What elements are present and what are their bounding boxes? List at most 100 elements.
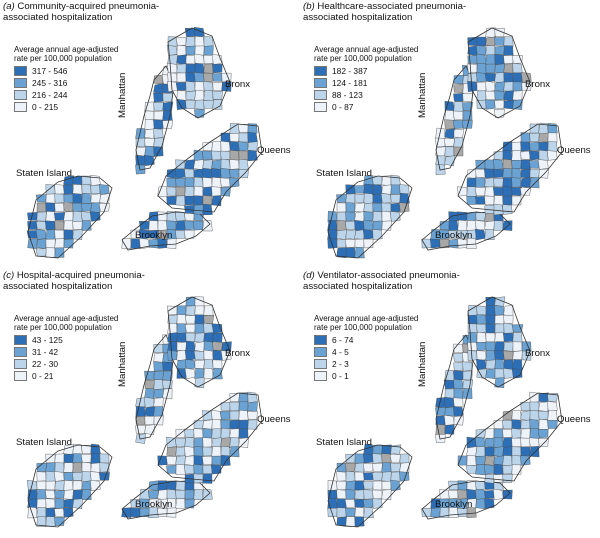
area-polygon — [547, 141, 558, 152]
area-polygon — [176, 45, 187, 56]
area-polygon — [45, 184, 56, 195]
area-polygon — [336, 247, 347, 259]
area-polygon — [220, 427, 231, 440]
area-polygon — [54, 220, 65, 231]
area-polygon — [520, 437, 531, 448]
area-polygon — [36, 471, 47, 482]
legend-item: 317 - 546 — [14, 65, 118, 77]
borough-outline — [27, 444, 113, 528]
area-polygon — [511, 464, 522, 475]
panel-d: (d) Ventilator-associated pneumonia- ass… — [300, 269, 600, 538]
area-polygon — [372, 489, 383, 500]
area-polygon — [54, 498, 65, 509]
area-polygon — [511, 167, 522, 180]
area-polygon — [144, 145, 155, 158]
area-polygon — [203, 367, 214, 380]
area-polygon — [121, 238, 132, 250]
area-polygon — [166, 195, 177, 205]
area-polygon — [72, 472, 83, 481]
area-polygon — [203, 72, 214, 83]
area-polygon — [354, 202, 366, 213]
legend-item: 0 - 87 — [314, 101, 418, 113]
borough-bronx — [167, 296, 232, 389]
area-polygon — [36, 489, 47, 500]
label-brooklyn: Brooklyn — [135, 230, 173, 241]
borough-bronx — [166, 26, 232, 119]
area-polygon — [194, 35, 205, 48]
area-polygon — [520, 455, 531, 466]
area-polygon — [372, 498, 383, 509]
area-polygon — [485, 305, 496, 316]
area-polygon — [184, 367, 196, 380]
area-polygon — [453, 110, 464, 121]
area-polygon — [166, 177, 177, 187]
label-brooklyn: Brooklyn — [135, 499, 173, 510]
area-polygon — [381, 444, 392, 455]
area-polygon — [54, 238, 65, 249]
area-polygon — [194, 63, 205, 74]
area-polygon — [372, 193, 383, 204]
area-polygon — [220, 167, 231, 180]
area-polygon — [475, 446, 486, 458]
area-polygon — [452, 120, 464, 129]
area-polygon — [336, 202, 347, 213]
area-polygon — [153, 352, 164, 363]
area-polygon — [502, 455, 513, 466]
area-polygon — [72, 462, 83, 474]
area-polygon — [493, 488, 504, 501]
area-polygon — [193, 464, 204, 475]
area-polygon — [502, 474, 513, 483]
area-polygon — [80, 211, 92, 222]
area-polygon — [363, 472, 375, 481]
area-polygon — [453, 146, 464, 157]
area-polygon — [390, 194, 401, 203]
area-polygon — [228, 177, 240, 188]
area-polygon — [485, 296, 496, 306]
area-polygon — [538, 438, 549, 447]
area-polygon — [184, 359, 196, 370]
area-polygon — [390, 184, 401, 195]
area-polygon — [175, 82, 187, 91]
area-polygon — [167, 72, 178, 83]
area-polygon — [485, 341, 496, 352]
area-polygon — [54, 212, 66, 221]
area-polygon — [157, 211, 168, 222]
area-polygon — [166, 62, 178, 75]
area-polygon — [547, 410, 558, 422]
area-polygon — [63, 229, 74, 240]
area-polygon — [381, 480, 392, 491]
area-polygon — [345, 193, 356, 204]
area-polygon — [381, 202, 392, 213]
area-polygon — [511, 419, 522, 430]
area-polygon — [537, 410, 549, 421]
area-polygon — [502, 195, 513, 206]
label-manhattan: Manhattan — [417, 72, 428, 118]
area-polygon — [211, 409, 222, 422]
area-polygon — [484, 195, 495, 206]
area-polygon — [167, 314, 178, 325]
area-polygon — [511, 150, 522, 162]
area-polygon — [194, 332, 205, 343]
area-polygon — [520, 446, 531, 457]
legend-item: 31 - 42 — [14, 346, 118, 358]
area-polygon — [483, 464, 495, 475]
area-polygon — [390, 462, 401, 472]
borough-outline — [121, 480, 211, 520]
area-polygon — [193, 446, 204, 457]
area-polygon — [493, 169, 504, 178]
area-polygon — [98, 203, 110, 212]
area-polygon — [194, 341, 206, 353]
area-polygon — [435, 434, 446, 443]
area-polygon — [457, 480, 468, 491]
area-polygon — [444, 146, 455, 157]
panel-a: (a) Community-acquired pneumonia- associ… — [0, 0, 300, 269]
borough-staten-island — [327, 444, 413, 528]
area-polygon — [211, 195, 222, 207]
area-polygon — [390, 202, 402, 213]
area-polygon — [45, 211, 56, 222]
choropleth-map — [327, 27, 563, 259]
area-polygon — [219, 411, 231, 420]
borough-staten-island — [327, 174, 413, 259]
legend-item: 0 - 21 — [14, 370, 118, 382]
area-polygon — [475, 196, 486, 205]
